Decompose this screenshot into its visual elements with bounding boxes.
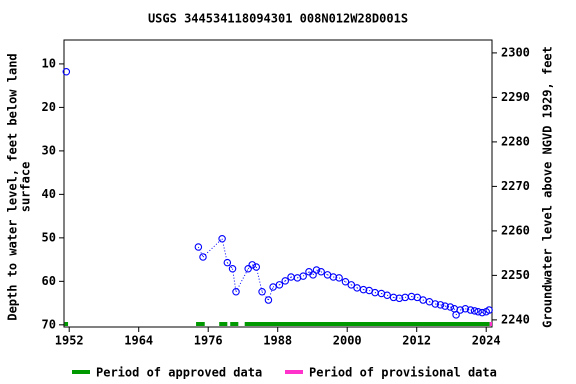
y2-tick-label: 2270: [501, 179, 530, 193]
x-tick-label: 2012: [402, 334, 431, 348]
data-point: [446, 303, 455, 311]
data-point: [466, 306, 475, 314]
period-bar: [196, 322, 205, 326]
data-point: [474, 308, 482, 316]
period-bar: [219, 322, 228, 326]
y-tick-label: 20: [42, 100, 56, 114]
data-point: [252, 263, 261, 271]
data-point: [258, 288, 266, 296]
x-tick-label: 1964: [124, 334, 153, 348]
data-point: [461, 304, 470, 313]
data-point: [431, 300, 439, 308]
connector: [267, 286, 274, 301]
data-point: [470, 307, 479, 315]
period-bar: [230, 322, 239, 326]
y-axis-label: surface: [19, 162, 33, 213]
data-point: [478, 308, 486, 317]
x-tick-label: 2000: [333, 334, 362, 348]
y-tick-label: 70: [42, 317, 56, 331]
legend-label: Period of provisional data: [309, 366, 497, 380]
data-point: [383, 291, 391, 300]
data-point: [264, 296, 273, 304]
data-point: [309, 271, 317, 279]
y2-axis-label: Groundwater level above NGVD 1929, feet: [541, 46, 555, 328]
y-tick-label: 10: [42, 56, 56, 70]
data-point: [228, 264, 237, 273]
data-point: [485, 306, 493, 314]
connector: [235, 268, 249, 293]
data-point: [244, 264, 252, 273]
data-point: [232, 288, 240, 296]
data-point: [199, 253, 207, 261]
connector: [399, 296, 406, 299]
data-point: [218, 234, 226, 243]
connector: [460, 308, 466, 311]
connector: [221, 238, 228, 263]
plot-frame: [63, 39, 493, 328]
connector: [251, 264, 257, 268]
connector: [435, 303, 441, 306]
data-point: [452, 311, 460, 319]
x-tick-label: 2024: [472, 334, 501, 348]
y2-tick-label: 2300: [501, 45, 530, 59]
data-point: [248, 261, 256, 269]
connector: [393, 296, 400, 299]
connector: [202, 238, 223, 258]
legend-swatch: [285, 370, 303, 374]
connector: [255, 266, 263, 292]
connector: [411, 296, 418, 298]
data-point: [347, 281, 356, 289]
connector: [312, 269, 317, 276]
y-tick-label: 30: [42, 143, 56, 157]
data-point: [341, 278, 350, 286]
legend-swatch: [72, 370, 90, 374]
y-tick-label: 50: [42, 230, 56, 244]
x-tick-label: 1976: [194, 334, 223, 348]
data-point: [275, 281, 284, 289]
connector: [440, 304, 446, 307]
data-point: [223, 258, 232, 267]
data-point: [436, 301, 445, 309]
y2-tick-label: 2290: [501, 90, 530, 104]
connector: [333, 276, 340, 279]
data-point: [456, 306, 464, 314]
data-point: [194, 243, 203, 251]
data-point: [312, 266, 321, 274]
y-tick-label: 60: [42, 274, 56, 288]
connector: [316, 269, 322, 273]
data-point: [317, 268, 325, 276]
connector: [363, 289, 370, 291]
y2-tick-label: 2280: [501, 134, 530, 148]
period-bar: [64, 322, 69, 326]
connector: [232, 268, 237, 292]
connector: [247, 264, 253, 270]
data-point: [335, 274, 343, 282]
connector: [308, 271, 314, 276]
connector: [226, 262, 233, 270]
period-bar: [244, 322, 490, 326]
y2-tick-label: 2250: [501, 268, 530, 282]
data-point: [269, 283, 277, 291]
connector: [465, 308, 471, 311]
y-axis-label: Depth to water level, feet below land: [6, 53, 20, 320]
x-tick-label: 1988: [263, 334, 292, 348]
data-point: [299, 272, 307, 280]
y2-tick-label: 2260: [501, 223, 530, 237]
chart-title: USGS 344534118094301 008N012W28D001S: [148, 12, 408, 26]
data-point: [281, 277, 289, 285]
legend-label: Period of approved data: [96, 366, 262, 380]
data-point: [441, 302, 449, 310]
y-tick-label: 40: [42, 187, 56, 201]
data-point: [62, 67, 71, 76]
period-bar: [489, 322, 492, 326]
x-tick-label: 1952: [55, 334, 84, 348]
connector: [445, 305, 451, 308]
y2-tick-label: 2240: [501, 312, 530, 326]
connector: [197, 246, 204, 258]
